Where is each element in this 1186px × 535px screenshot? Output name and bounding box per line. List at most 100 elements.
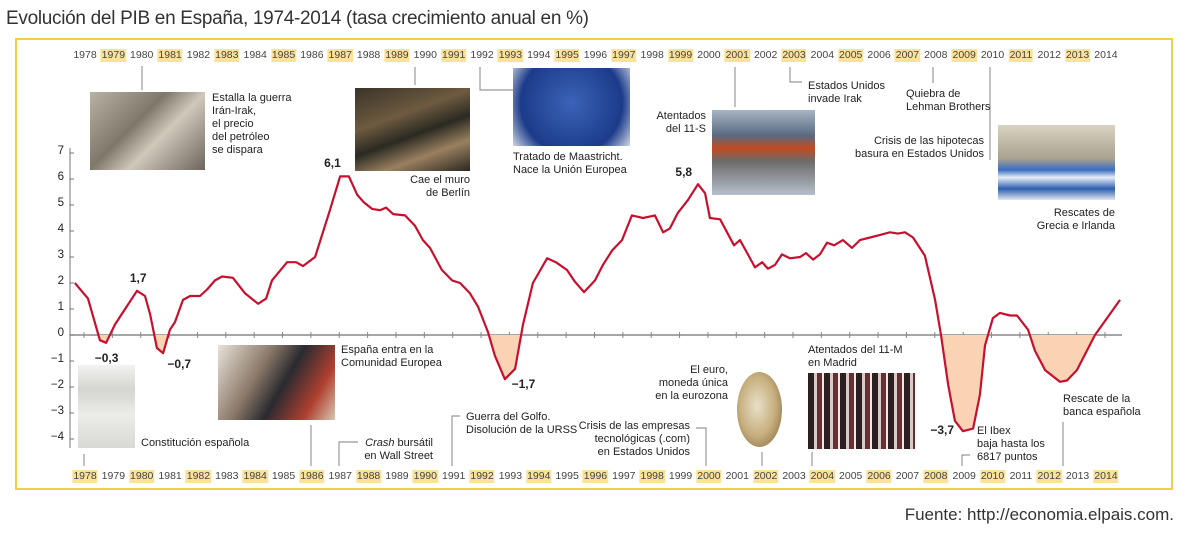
- y-tick-label: 5: [57, 197, 64, 209]
- annotation-crash-word: Crash: [365, 437, 395, 449]
- annotation-ibex: El Ibex baja hasta los 6817 puntos: [977, 425, 1045, 463]
- year-label: 2011: [1009, 470, 1033, 482]
- year-label: 2009: [952, 470, 976, 482]
- year-label: 1995: [554, 49, 580, 62]
- y-tick-label: 6: [57, 171, 64, 183]
- photo-berlin-wall: [355, 88, 470, 171]
- annotation-11m: Atentados del 11-M en Madrid: [808, 344, 903, 369]
- year-label: 1990: [412, 470, 438, 483]
- year-label: 1980: [130, 49, 154, 61]
- annotation-constitucion: Constitución española: [141, 437, 250, 449]
- year-label: 2004: [810, 49, 835, 61]
- annotation-euro: El euro, moneda única en la eurozona: [655, 364, 728, 402]
- year-label: 1994: [527, 49, 551, 61]
- year-label: 1978: [73, 49, 97, 61]
- annotation-irak: Estados Unidos invade Irak: [808, 80, 886, 105]
- year-label: 1990: [413, 49, 437, 61]
- year-label: 2007: [895, 470, 920, 482]
- annotation-maastricht: Tratado de Maastricht. Nace la Unión Eur…: [513, 151, 627, 176]
- y-tick-label: 4: [57, 223, 64, 235]
- photo-constitution-document: [78, 365, 135, 448]
- annotation-hipotecas: Crisis de las hipotecas basura en Estado…: [854, 135, 984, 160]
- year-label: 1998: [640, 49, 664, 61]
- y-tick-label: −1: [50, 353, 64, 365]
- year-label: 1983: [214, 49, 240, 62]
- annotation-crash-rest: bursátil en Wall Street: [364, 437, 433, 462]
- year-label: 2013: [1064, 49, 1091, 62]
- connector-irak: [789, 67, 802, 83]
- year-label: 2011: [1008, 49, 1034, 62]
- year-label: 1984: [242, 470, 268, 483]
- year-label: 1996: [583, 49, 608, 61]
- year-label: 1982: [186, 49, 211, 61]
- year-label: 2007: [894, 49, 921, 62]
- annotation-grecia: Rescates de Grecia e Irlanda: [1036, 207, 1115, 232]
- year-label: 2004: [809, 470, 836, 483]
- data-label: 6,1: [324, 156, 341, 171]
- chart-title: Evolución del PIB en España, 1974-2014 (…: [6, 8, 589, 29]
- year-label: 2005: [838, 49, 864, 62]
- year-label: 2001: [725, 470, 749, 482]
- year-label: 1991: [441, 470, 466, 482]
- year-label: 1999: [667, 49, 694, 62]
- year-label: 1984: [243, 49, 267, 61]
- annotation-cee: España entra en la Comunidad Europea: [341, 344, 442, 369]
- year-label: 2008: [924, 49, 948, 61]
- year-label: 1983: [215, 470, 239, 482]
- year-label: 1998: [639, 470, 665, 483]
- year-label: 2010: [979, 470, 1006, 483]
- year-label: 1980: [129, 470, 155, 483]
- annotation-11s: Atentados del 11-S: [656, 110, 706, 135]
- year-label: 2013: [1065, 470, 1090, 482]
- annotation-crash: Crash bursátil en Wall Street: [364, 437, 433, 463]
- year-label: 2008: [923, 470, 949, 483]
- year-label: 2010: [980, 49, 1005, 61]
- photo-euro-coin: [737, 372, 782, 447]
- year-label: 2002: [753, 49, 778, 61]
- y-tick-label: −2: [50, 379, 64, 391]
- annotation-puntocom: Crisis de las empresas tecnológicas (.co…: [578, 420, 690, 458]
- year-label: 2012: [1036, 470, 1062, 483]
- year-label: 1982: [185, 470, 212, 483]
- annotation-golfo: Guerra del Golfo. Disolución de la URSS: [466, 411, 578, 436]
- year-label: 1993: [497, 49, 524, 62]
- y-tick-label: 2: [57, 275, 64, 287]
- chart-frame: [15, 38, 1173, 490]
- year-label: 1987: [327, 49, 353, 62]
- photo-twin-towers: [712, 110, 815, 195]
- year-label: 1985: [271, 470, 296, 482]
- year-label: 1988: [355, 470, 382, 483]
- photo-iran-irak-war: [90, 92, 205, 170]
- year-label: 1995: [555, 470, 579, 482]
- year-label: 2001: [724, 49, 750, 62]
- data-label: 1,7: [129, 270, 147, 285]
- year-label: 1992: [470, 49, 494, 61]
- year-label: 1994: [526, 470, 552, 483]
- year-label: 2014: [1094, 49, 1118, 61]
- y-tick-label: 3: [57, 249, 64, 261]
- year-label: 1979: [101, 470, 126, 482]
- year-label: 1981: [158, 470, 182, 482]
- photo-greek-flag-parliament: [998, 125, 1115, 200]
- year-label: 1981: [157, 49, 183, 62]
- year-label: 1986: [300, 49, 324, 61]
- data-label: −1,7: [511, 377, 536, 392]
- connector-puntocom: [696, 427, 707, 466]
- connector-ibex: [961, 454, 970, 466]
- year-label: 1993: [498, 470, 523, 482]
- year-label: 2014: [1093, 470, 1119, 483]
- source-note: Fuente: http://economia.elpais.com.: [904, 505, 1174, 524]
- year-label: 2000: [696, 470, 722, 483]
- year-label: 1989: [385, 470, 409, 482]
- connector-crash: [338, 441, 358, 466]
- year-label: 1999: [668, 470, 693, 482]
- annotation-berlin: Cae el muro de Berlín: [410, 174, 470, 199]
- year-label: 1986: [299, 470, 325, 483]
- year-label: 1997: [612, 470, 636, 482]
- y-tick-label: 0: [57, 327, 64, 339]
- y-tick-label: −3: [50, 405, 64, 417]
- year-label: 2009: [951, 49, 977, 62]
- year-label: 2006: [866, 470, 892, 483]
